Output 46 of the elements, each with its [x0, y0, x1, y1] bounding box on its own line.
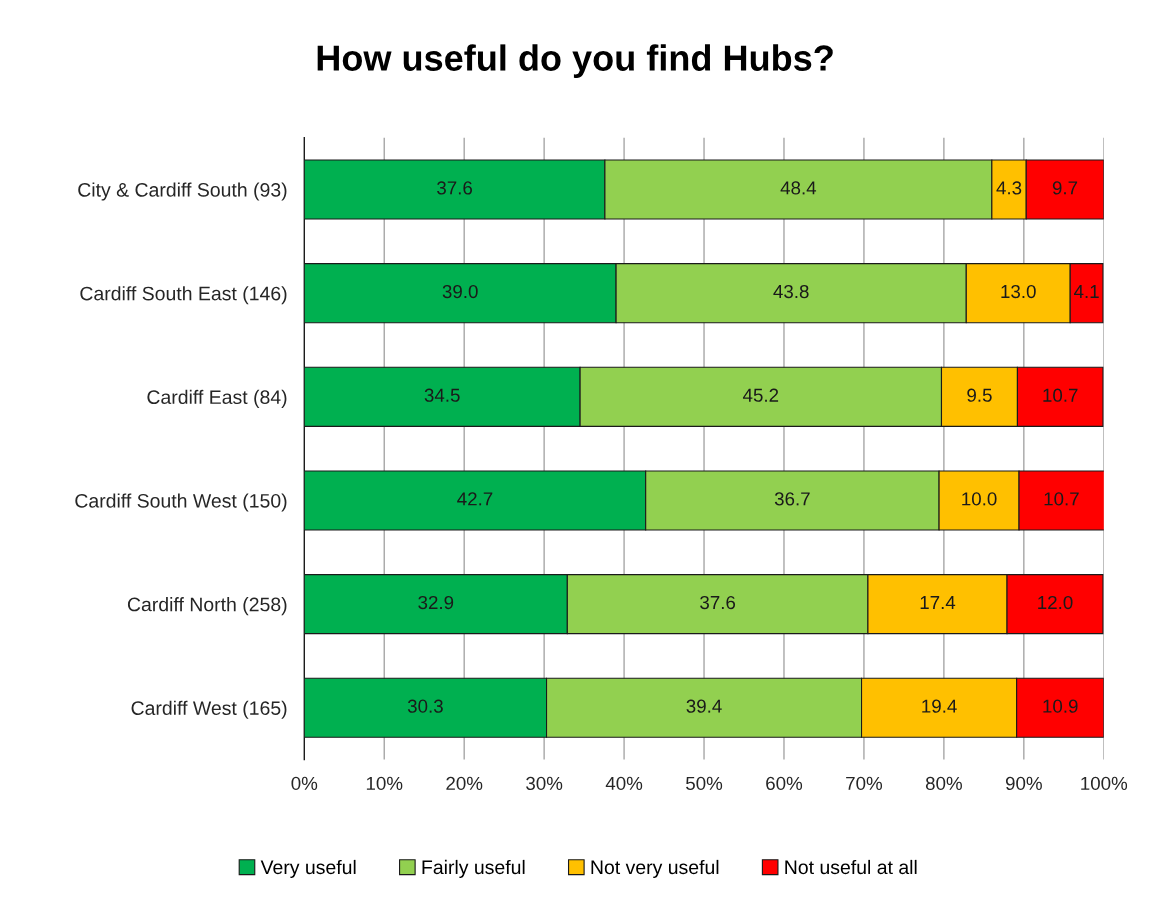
x-tick-label: 20% — [446, 776, 483, 791]
data-label: 19.4 — [922, 699, 957, 713]
y-tick-label: City & Cardiff South (93) — [78, 182, 287, 201]
data-label: 37.6 — [700, 595, 736, 610]
x-tick-label: 10% — [366, 776, 403, 791]
chart-title: How useful do you find Hubs? — [317, 44, 833, 79]
legend-label: Not very useful — [591, 859, 719, 878]
data-label: 36.7 — [774, 492, 810, 506]
data-label: 34.5 — [424, 388, 460, 402]
y-tick-label: Cardiff North (258) — [127, 597, 287, 616]
x-tick-label: 30% — [526, 776, 563, 791]
y-tick-label: Cardiff South West (150) — [75, 493, 287, 512]
data-label: 42.7 — [457, 492, 493, 506]
data-label: 10.9 — [1043, 699, 1078, 713]
data-label: 45.2 — [742, 388, 779, 402]
y-tick-label: Cardiff West (165) — [131, 700, 287, 719]
data-label: 43.8 — [773, 284, 809, 299]
x-tick-label: 0% — [291, 776, 318, 791]
x-tick-label: 80% — [925, 776, 962, 791]
legend-label: Very useful — [260, 859, 356, 878]
data-label: 37.6 — [437, 181, 473, 195]
data-label: 10.7 — [1043, 388, 1078, 402]
legend-label: Not useful at all — [785, 859, 917, 875]
data-label: 30.3 — [407, 699, 443, 713]
y-tick-label: Cardiff East (84) — [147, 389, 287, 408]
y-tick-label: Cardiff South East (146) — [80, 286, 287, 305]
data-label: 12.0 — [1038, 595, 1073, 610]
legend-label: Fairly useful — [422, 859, 525, 878]
x-tick-label: 100% — [1081, 776, 1128, 791]
data-label: 10.0 — [962, 492, 997, 506]
data-label: 9.5 — [967, 388, 992, 402]
data-label: 39.0 — [442, 284, 478, 299]
data-label: 10.7 — [1044, 492, 1079, 506]
x-tick-label: 60% — [766, 776, 803, 791]
data-label: 48.4 — [780, 181, 817, 195]
data-label: 4.1 — [1073, 285, 1099, 299]
data-label: 39.4 — [686, 699, 722, 713]
x-tick-label: 50% — [686, 776, 723, 791]
data-label: 17.4 — [920, 596, 956, 609]
x-tick-label: 90% — [1005, 776, 1042, 791]
data-label: 4.3 — [996, 181, 1022, 195]
data-label: 9.7 — [1052, 181, 1078, 195]
x-tick-label: 70% — [846, 776, 883, 791]
x-tick-label: 40% — [605, 776, 643, 791]
data-label: 32.9 — [418, 595, 454, 610]
data-label: 13.0 — [1001, 284, 1036, 299]
